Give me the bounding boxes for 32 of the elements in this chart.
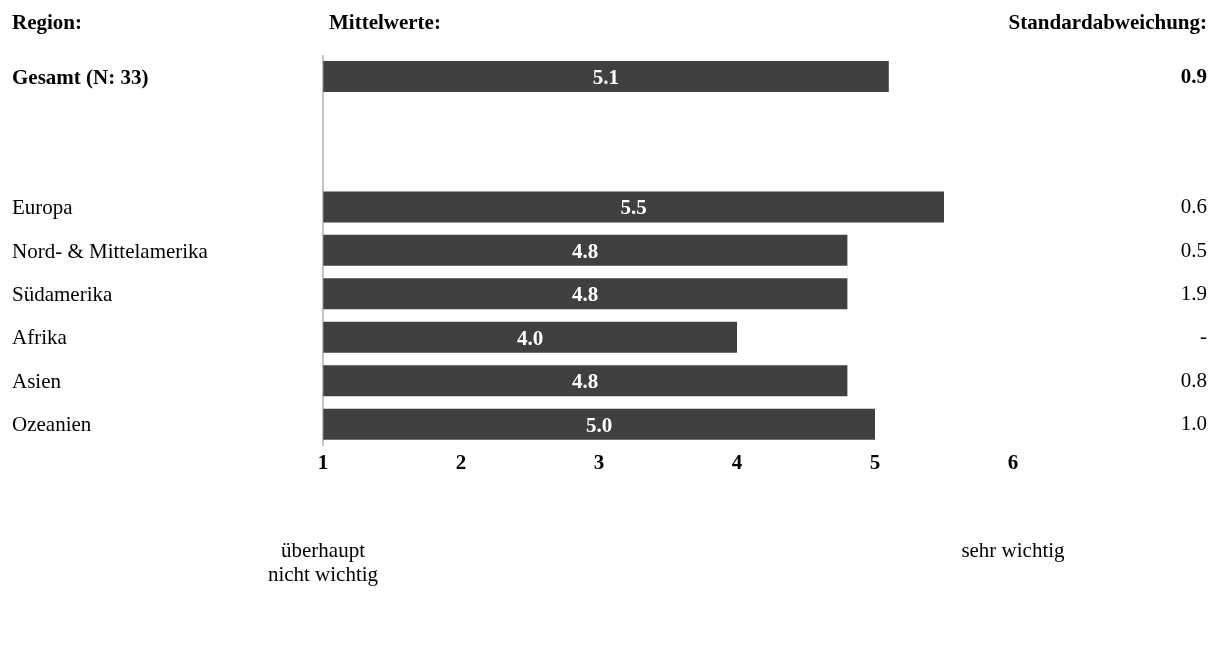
text: überhaupt nicht wichtig xyxy=(266,538,380,586)
text: 1.9 xyxy=(1180,280,1207,306)
data-label: 5.5 xyxy=(620,195,647,220)
x-tick-label: 1 xyxy=(317,449,329,474)
data-label: 5.1 xyxy=(592,65,620,90)
y-tick-label: Südamerika xyxy=(12,281,113,306)
data-label: 4.8 xyxy=(572,282,599,307)
x-tick-label: 6 xyxy=(1007,449,1019,474)
text: 0.6 xyxy=(1180,194,1207,220)
x-tick-label: 3 xyxy=(593,449,605,474)
y-tick-label: Asien xyxy=(12,368,62,393)
data-label: 4.8 xyxy=(572,238,599,263)
y-tick-label: Afrika xyxy=(12,325,68,350)
data-label: 4.0 xyxy=(516,325,544,350)
text: Standardabweichung: xyxy=(1008,10,1207,35)
y-tick-label: Ozeanien xyxy=(12,412,92,437)
text: 1.0 xyxy=(1180,411,1207,437)
y-tick-label: Nord- & Mittelamerika xyxy=(12,238,209,263)
x-tick-label: 4 xyxy=(731,449,743,474)
text: sehr wichtig xyxy=(960,538,1066,562)
data-label: 4.8 xyxy=(572,369,599,394)
x-tick-label: 2 xyxy=(455,449,467,474)
text: 0.8 xyxy=(1180,367,1207,393)
chart-title: Mittelwerte: xyxy=(329,10,441,35)
data-label: 5.0 xyxy=(585,412,613,437)
text: 0.5 xyxy=(1180,237,1207,263)
y-axis-title: Region: xyxy=(12,10,82,35)
x-tick-label: 5 xyxy=(869,449,881,474)
y-tick-label: Europa xyxy=(12,195,74,220)
y-tick-label: Gesamt (N: 33) xyxy=(12,64,149,89)
text: - xyxy=(1200,324,1207,350)
text: 0.9 xyxy=(1180,63,1207,89)
